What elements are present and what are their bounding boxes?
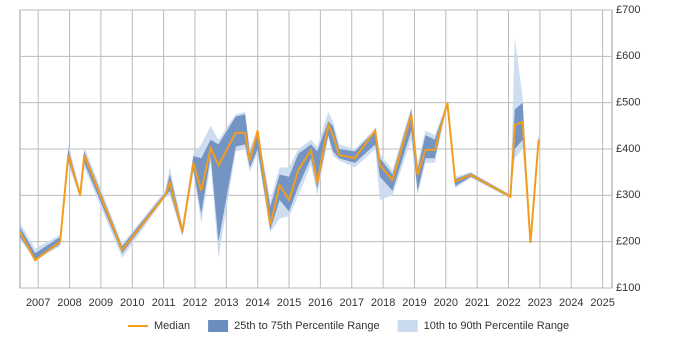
x-tick-label: 2019 xyxy=(402,297,426,309)
median-line xyxy=(19,102,540,262)
x-tick-label: 2011 xyxy=(152,297,176,309)
x-tick-label: 2015 xyxy=(277,297,301,309)
x-tick-label: 2008 xyxy=(57,297,81,309)
x-tick-label: 2009 xyxy=(89,297,113,309)
x-tick-label: 2023 xyxy=(528,297,552,309)
x-tick-label: 2012 xyxy=(183,297,207,309)
legend-swatch xyxy=(397,320,418,332)
legend-label: 10th to 90th Percentile Range xyxy=(424,320,570,332)
x-tick-label: 2010 xyxy=(120,297,144,309)
range-band xyxy=(20,102,539,261)
x-tick-label: 2021 xyxy=(465,297,489,309)
y-tick-label: £700 xyxy=(616,4,640,16)
y-tick-label: £200 xyxy=(616,236,640,248)
y-tick-label: £400 xyxy=(616,143,640,155)
legend-label: Median xyxy=(154,320,190,332)
y-tick-label: £500 xyxy=(616,97,640,109)
y-tick-label: £100 xyxy=(616,282,640,294)
x-tick-label: 2020 xyxy=(434,297,458,309)
x-tick-label: 2018 xyxy=(371,297,395,309)
x-tick-label: 2025 xyxy=(590,297,614,309)
y-tick-label: £300 xyxy=(616,189,640,201)
y-tick-label: £600 xyxy=(616,50,640,62)
x-tick-label: 2016 xyxy=(308,297,332,309)
x-tick-label: 2014 xyxy=(245,297,269,309)
legend-swatch xyxy=(208,320,229,332)
x-tick-label: 2007 xyxy=(26,297,50,309)
x-tick-label: 2013 xyxy=(214,297,238,309)
x-tick-label: 2022 xyxy=(496,297,520,309)
x-tick-label: 2024 xyxy=(559,297,583,309)
x-tick-label: 2017 xyxy=(340,297,364,309)
legend-label: 25th to 75th Percentile Range xyxy=(234,320,380,332)
